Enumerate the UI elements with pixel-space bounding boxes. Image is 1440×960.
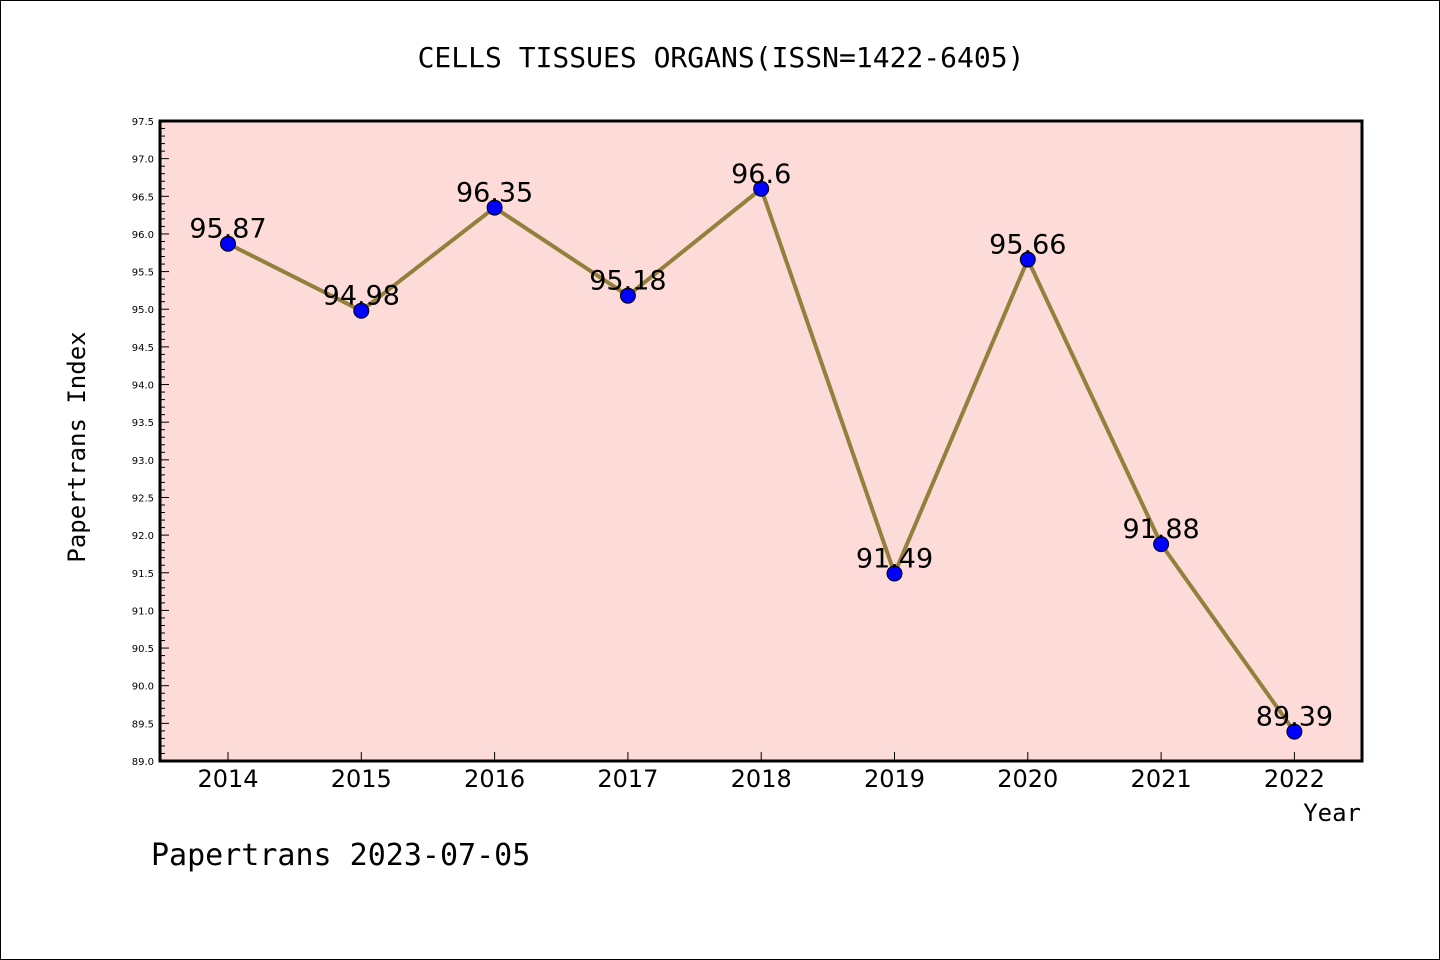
data-point <box>1153 536 1170 553</box>
y-tick-label: 91.5 <box>132 569 154 580</box>
data-label: 89.39 <box>1256 702 1333 733</box>
y-tick-label: 93.0 <box>132 456 154 467</box>
y-tick-label: 97.5 <box>132 117 154 128</box>
data-label: 94.98 <box>323 281 400 312</box>
y-tick-label: 96.5 <box>132 192 154 203</box>
data-label: 95.87 <box>189 214 266 245</box>
x-axis-label: Year <box>1303 799 1361 827</box>
y-tick-label: 93.5 <box>132 418 154 429</box>
x-tick-label: 2019 <box>864 765 925 793</box>
y-tick-label: 94.0 <box>132 381 154 392</box>
y-tick-label: 95.0 <box>132 305 154 316</box>
data-label: 91.49 <box>856 544 933 575</box>
series-line <box>220 180 1303 740</box>
data-point <box>886 565 903 582</box>
y-axis-label: Papertrans Index <box>63 331 91 562</box>
x-tick-label: 2022 <box>1264 765 1325 793</box>
y-tick-label: 92.0 <box>132 531 154 542</box>
x-tick-label: 2018 <box>731 765 792 793</box>
x-tick-label: 2016 <box>464 765 525 793</box>
data-label: 91.88 <box>1122 514 1199 545</box>
data-label: 95.18 <box>589 266 666 297</box>
data-point <box>353 302 370 319</box>
y-tick-label: 95.5 <box>132 268 154 279</box>
x-tick-label: 2014 <box>197 765 258 793</box>
y-tick-label: 96.0 <box>132 230 154 241</box>
x-tick-label: 2017 <box>597 765 658 793</box>
y-tick-label: 91.0 <box>132 606 154 617</box>
x-axis: 2014 2015 2016 2017 2018 2019 2020 2021 2022 <box>197 752 1325 793</box>
y-tick-label: 92.5 <box>132 493 154 504</box>
y-tick-label: 90.5 <box>132 644 154 655</box>
y-tick-label: 94.5 <box>132 343 154 354</box>
footer-text: Papertrans 2023-07-05 <box>151 838 530 873</box>
data-label: 96.35 <box>456 178 533 209</box>
y-tick-label: 90.0 <box>132 682 154 693</box>
data-point <box>220 235 236 252</box>
data-point <box>1286 723 1303 740</box>
data-label: 96.6 <box>731 159 791 190</box>
y-tick-label: 89.5 <box>132 719 154 730</box>
data-point <box>753 180 770 197</box>
y-tick-label: 89.0 <box>132 757 154 768</box>
x-tick-label: 2015 <box>331 765 392 793</box>
data-point <box>486 199 503 216</box>
data-point <box>619 287 636 304</box>
y-tick-label: 97.0 <box>132 155 154 166</box>
chart-title: CELLS TISSUES ORGANS(ISSN=1422-6405) <box>418 41 1025 74</box>
x-tick-label: 2021 <box>1131 765 1192 793</box>
y-axis: 89.0 89.5 90.0 90.5 91.0 91.5 92.0 92.5 93.0 93.5… <box>132 117 169 768</box>
data-point <box>1019 251 1036 268</box>
data-labels: 95.87 94.98 96.35 95.18 96.6 91.49 95.66 91.88 8… <box>189 159 1333 733</box>
data-label: 95.66 <box>989 230 1066 261</box>
plot-area <box>158 119 1364 763</box>
x-tick-label: 2020 <box>997 765 1058 793</box>
